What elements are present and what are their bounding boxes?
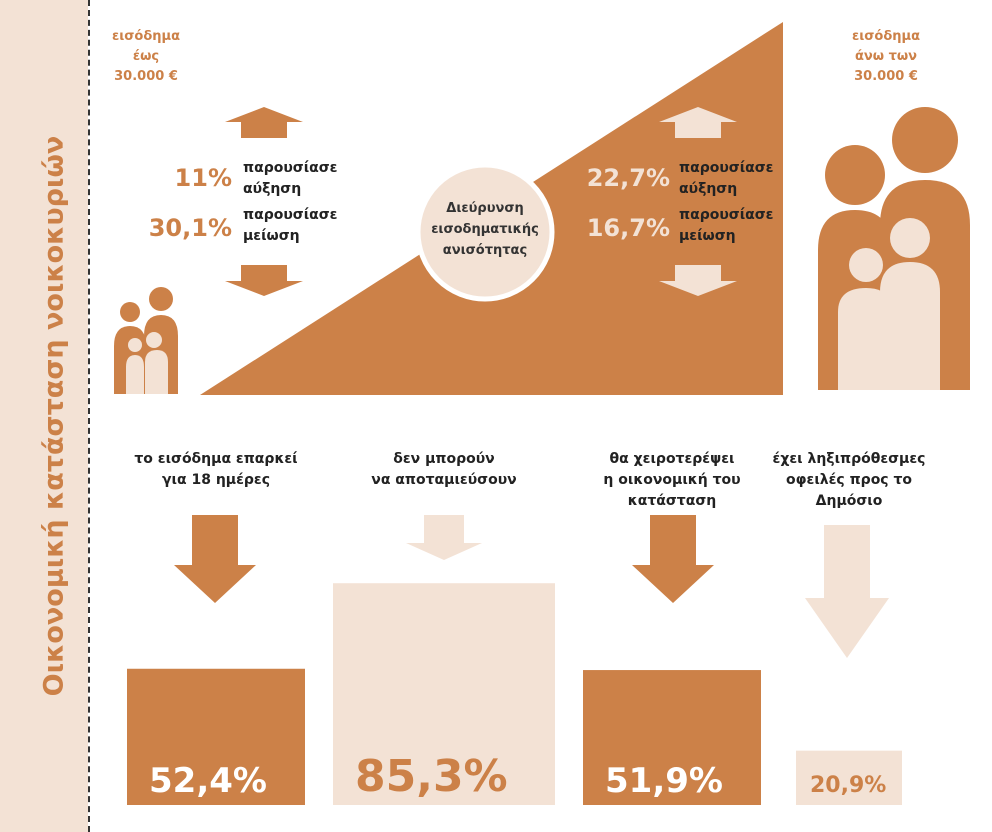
high-income-label: εισόδημα άνω των 30.000 € <box>838 27 934 87</box>
bar-2-category-label: δεν μπορούν να αποταμιεύσουν <box>349 449 539 491</box>
center-circle-text: Διεύρυνση εισοδηματικής ανισότητας <box>418 198 552 261</box>
bar-4-category-label: έχει ληξιπρόθεσμες οφειλές προς το Δημόσιο <box>754 449 944 512</box>
bar-4-value-label: 20,9% <box>810 773 887 798</box>
bar-1-value-label: 52,4% <box>149 761 267 801</box>
low-income-label: εισόδημα έως 30.000 € <box>110 27 182 87</box>
bar-1-category-label: το εισόδημα επαρκεί για 18 ημέρες <box>121 449 311 491</box>
high-decrease-text: παρουσίασε μείωση <box>679 207 774 244</box>
dashed-divider <box>88 0 90 832</box>
low-increase-arrow-icon <box>225 107 303 138</box>
bar-3-value-label: 51,9% <box>605 761 723 801</box>
bar-3 <box>583 670 761 805</box>
low-increase-value: 11% <box>174 164 232 192</box>
bar3-down-arrow-icon <box>632 515 714 603</box>
bar-1 <box>127 668 305 805</box>
low-income-label-line3: 30.000 € <box>114 69 178 84</box>
bar1-down-arrow-icon <box>174 515 256 603</box>
bar-2 <box>333 583 555 805</box>
high-decrease-arrow-icon <box>659 265 737 296</box>
circle-line3: ανισότητας <box>442 243 528 258</box>
small-family-icon <box>114 287 178 394</box>
low-income-label-line1: εισόδημα <box>111 29 181 44</box>
sidebar <box>0 0 88 832</box>
high-income-label-line1: εισόδημα <box>851 29 921 44</box>
circle-line1: Διεύρυνση <box>446 201 524 216</box>
large-family-icon <box>818 107 970 390</box>
bar-3-category-label: θα χειροτερέψει η οικονομική του κατάσταση <box>577 449 767 512</box>
high-decrease-value: 16,7% <box>586 214 670 242</box>
high-increase-text: παρουσίασε αύξηση <box>679 160 774 197</box>
inequality-circle <box>415 162 555 302</box>
low-decrease-arrow-icon <box>225 265 303 296</box>
bar-2-category-line: δεν μπορούν <box>393 451 495 467</box>
high-income-label-line2: άνω των <box>854 49 918 64</box>
circle-line2: εισοδηματικής <box>431 222 539 237</box>
bar-3-category-line: κατάσταση <box>627 493 717 509</box>
bar-4 <box>796 750 902 805</box>
high-increase-arrow-icon <box>659 107 737 138</box>
bar-1-category-line: το εισόδημα επαρκεί <box>134 451 298 467</box>
bar-1-category-line: για 18 ημέρες <box>161 472 270 488</box>
bar4-down-arrow-icon <box>805 525 889 658</box>
bar-2-category-line: να αποταμιεύσουν <box>371 472 517 488</box>
low-decrease-text: παρουσίασε μείωση <box>243 207 338 244</box>
bar-2-value-label: 85,3% <box>355 751 508 802</box>
bar2-down-arrow-icon <box>406 515 482 560</box>
low-decrease-value: 30,1% <box>148 214 232 242</box>
high-increase-value: 22,7% <box>586 164 670 192</box>
high-income-label-line3: 30.000 € <box>854 69 918 84</box>
bar-3-category-line: θα χειροτερέψει <box>609 451 735 467</box>
bar-3-category-line: η οικονομική του <box>603 472 741 488</box>
bar-4-category-line: Δημόσιο <box>815 493 883 509</box>
bar-4-category-line: έχει ληξιπρόθεσμες <box>772 451 926 467</box>
bar-4-category-line: οφειλές προς το <box>785 472 913 488</box>
low-income-label-line2: έως <box>132 49 160 64</box>
low-increase-text: παρουσίασε αύξηση <box>243 160 338 197</box>
